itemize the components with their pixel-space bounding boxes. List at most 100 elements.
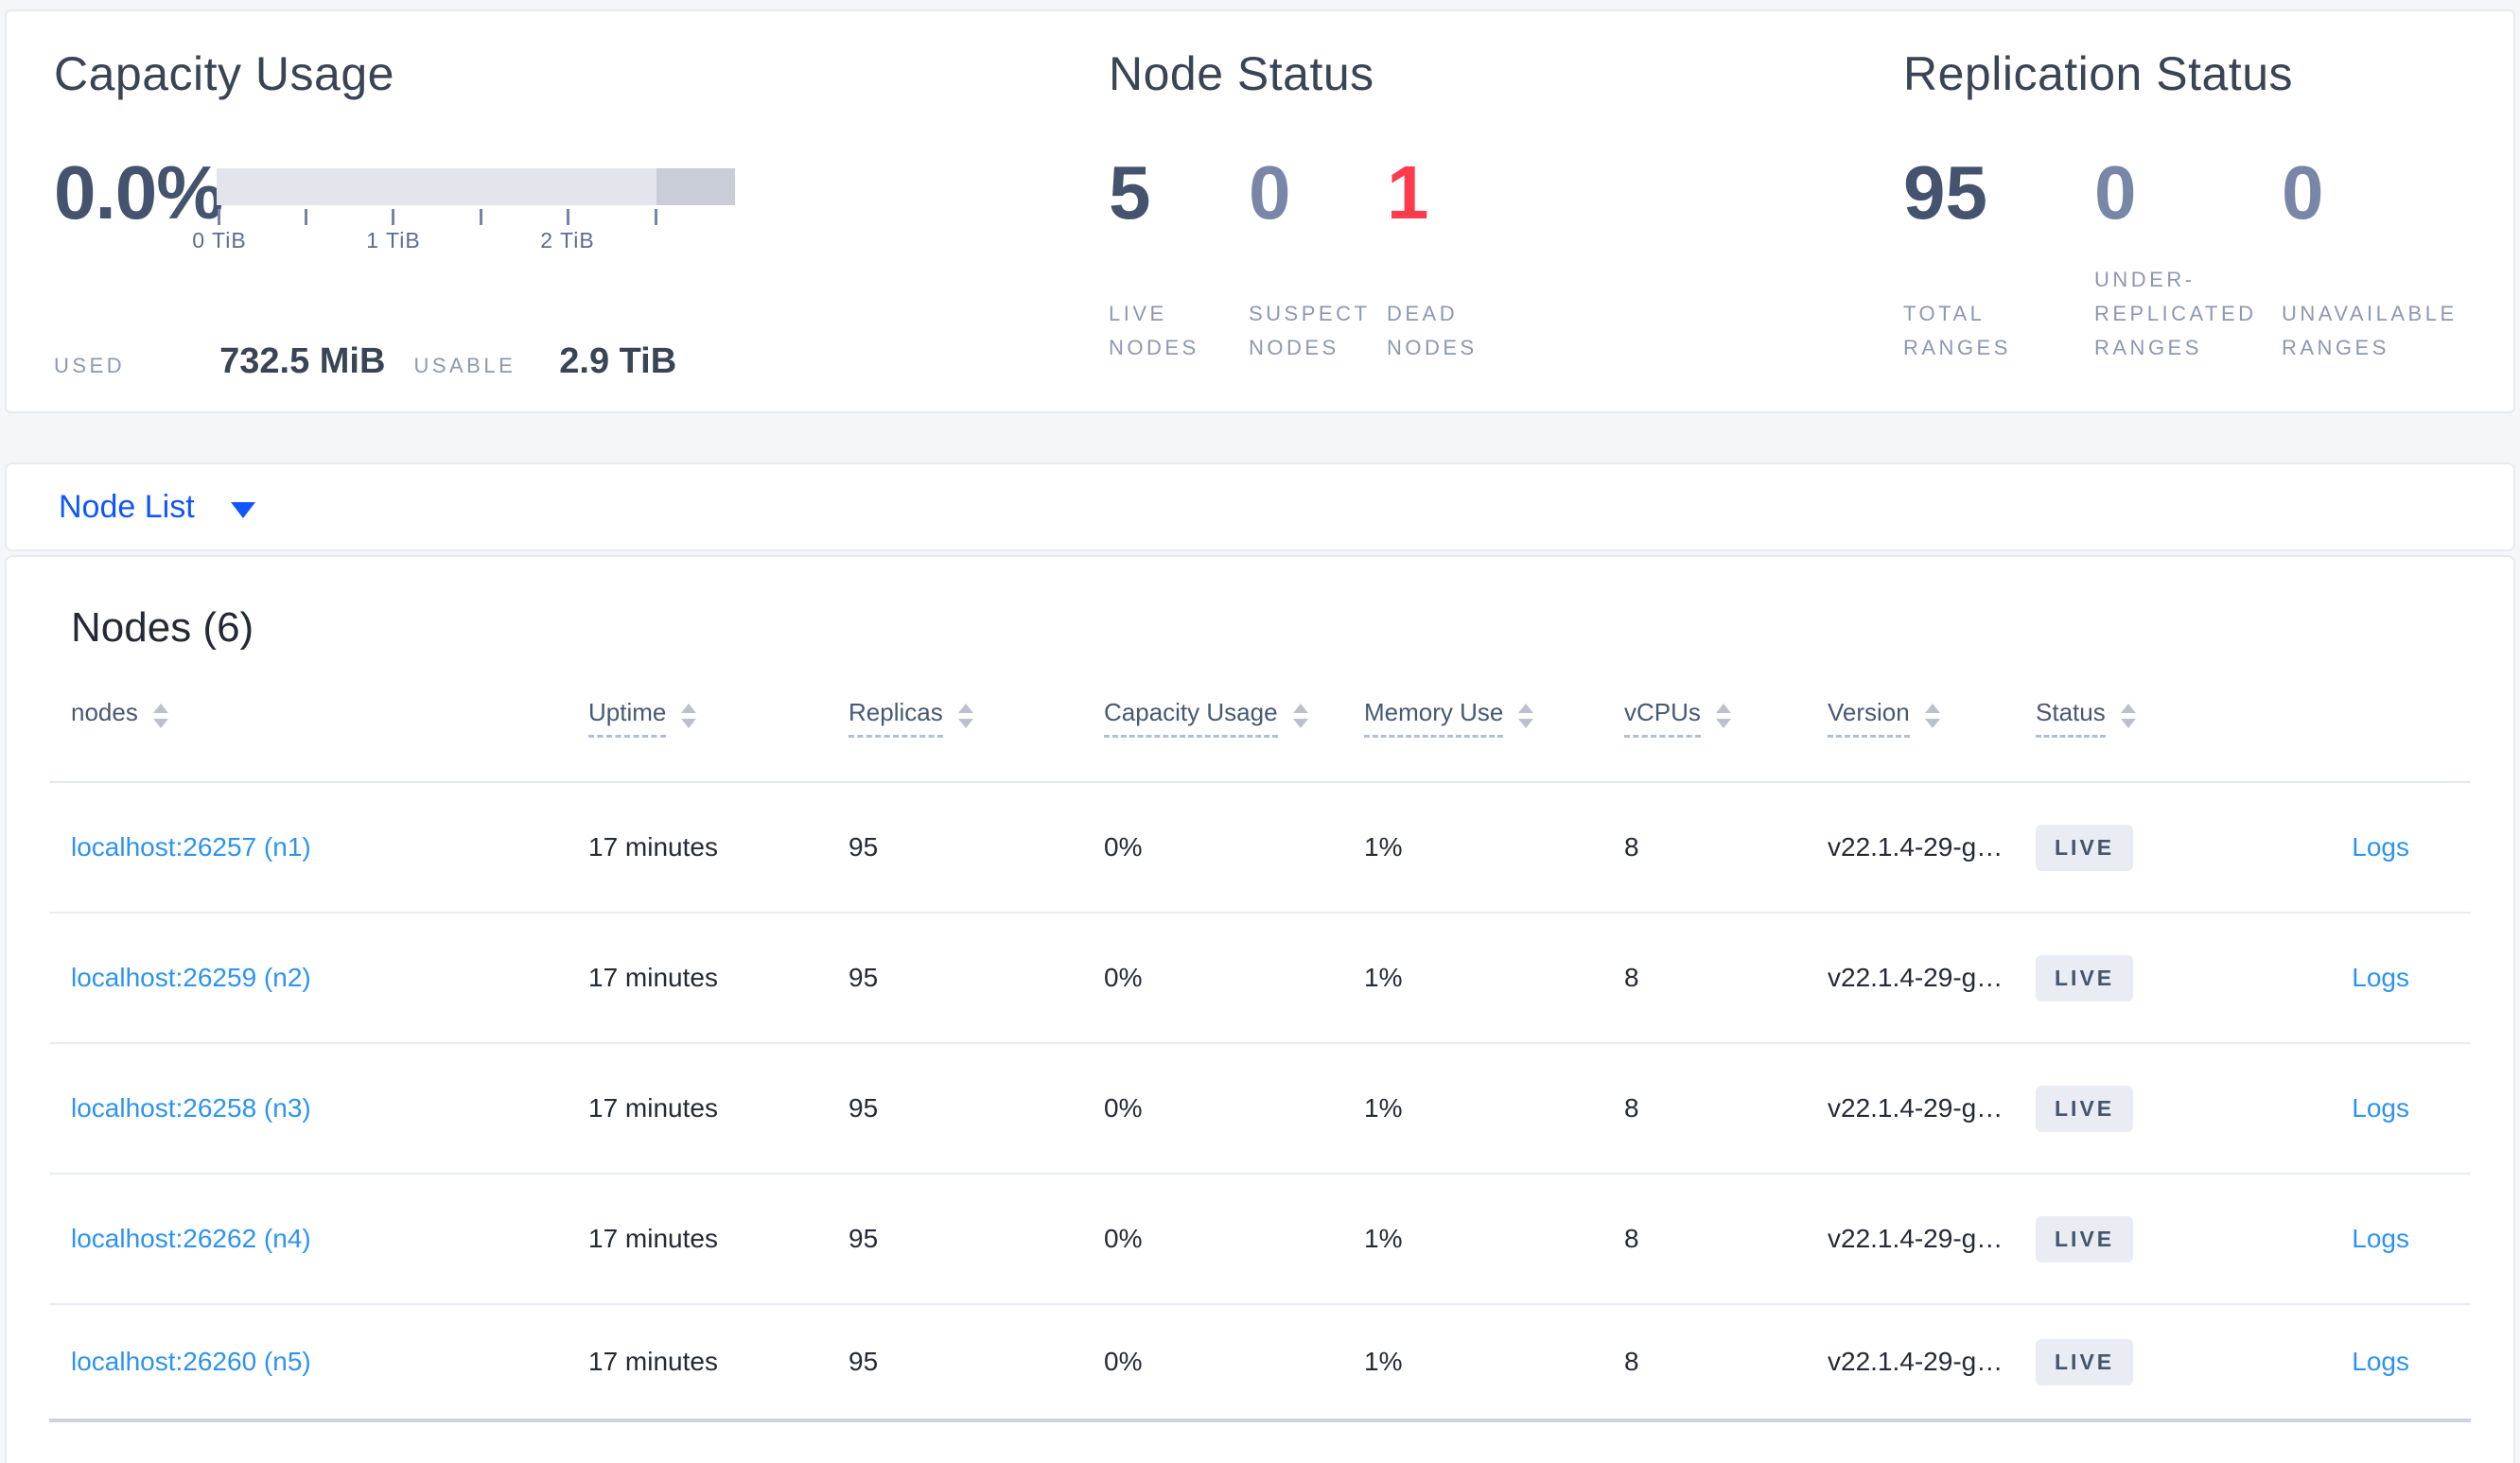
chevron-down-icon [230, 501, 255, 518]
dead-nodes-label: DEAD NODES [1387, 302, 1478, 359]
memory-use-cell: 1% [1364, 963, 1403, 992]
sort-icon[interactable] [1715, 704, 1731, 738]
replicas-cell: 95 [849, 1093, 879, 1123]
vcpus-cell: 8 [1624, 832, 1639, 862]
replication-status-stats: 95 TOTAL RANGES 0 UNDER- REPLICATED RANG… [1903, 155, 2513, 365]
cluster-summary-card: Capacity Usage 0.0% 0 TiB 1 TiB 2 TiB [5, 9, 2515, 413]
version-cell: v22.1.4-29-g… [1828, 1224, 2004, 1253]
replicas-cell: 95 [849, 832, 879, 862]
status-badge: LIVE [2036, 1085, 2134, 1132]
node-link[interactable]: localhost:26257 (n1) [71, 832, 311, 862]
view-selector-bar: Node List [5, 462, 2515, 551]
replicas-cell: 95 [849, 963, 879, 992]
nodes-table-header: nodes Uptime Replicas Capacity Usage Mem… [49, 683, 2471, 783]
dead-nodes-value: 1 [1387, 150, 1429, 235]
node-status-title: Node Status [1109, 47, 1374, 100]
total-ranges-label: TOTAL RANGES [1903, 302, 2011, 359]
capacity-usage-cell: 0% [1104, 1093, 1143, 1123]
uptime-cell: 17 minutes [588, 1347, 718, 1376]
logs-link[interactable]: Logs [2352, 1093, 2409, 1123]
node-status-stats: 5 LIVE NODES 0 SUSPECT NODES 1 DEAD NODE… [1109, 155, 1903, 365]
tick-label: 1 TiB [366, 228, 421, 253]
sort-icon[interactable] [2120, 704, 2136, 738]
version-cell: v22.1.4-29-g… [1828, 832, 2004, 862]
capacity-usage-legend: USED 732.5 MiB USABLE 2.9 TiB [54, 341, 1109, 382]
capacity-bar-chart: 0 TiB 1 TiB 2 TiB [192, 155, 735, 258]
capacity-usage-cell: 0% [1104, 832, 1143, 862]
capacity-percent-value: 0.0% [54, 150, 223, 235]
memory-use-cell: 1% [1364, 1093, 1403, 1123]
table-row: localhost:26258 (n3) 17 minutes 95 0% 1%… [49, 1044, 2471, 1175]
under-replicated-ranges-stat: 0 UNDER- REPLICATED RANGES [2094, 155, 2282, 365]
total-ranges-value: 95 [1903, 150, 1987, 235]
vcpus-cell: 8 [1624, 963, 1639, 992]
capacity-bar-used-segment [656, 168, 735, 205]
unavailable-ranges-label: UNAVAILABLE RANGES [2282, 302, 2458, 359]
status-badge: LIVE [2036, 1338, 2134, 1385]
column-header-nodes[interactable]: nodes [49, 698, 588, 738]
status-badge: LIVE [2036, 824, 2134, 871]
column-header-version[interactable]: Version [1828, 698, 2036, 738]
capacity-axis-labels: 0 TiB 1 TiB 2 TiB [192, 228, 735, 258]
usable-label: USABLE [413, 354, 516, 377]
logs-link[interactable]: Logs [2352, 1347, 2409, 1376]
live-nodes-label: LIVE NODES [1109, 302, 1199, 359]
table-row: localhost:26259 (n2) 17 minutes 95 0% 1%… [49, 914, 2471, 1044]
capacity-usage-cell: 0% [1104, 1347, 1143, 1376]
vcpus-cell: 8 [1624, 1347, 1639, 1376]
under-replicated-ranges-label: UNDER- REPLICATED RANGES [2094, 268, 2257, 359]
column-header-status[interactable]: Status [2036, 698, 2267, 738]
capacity-usage-title: Capacity Usage [54, 47, 394, 100]
capacity-usage-cell: 0% [1104, 1224, 1143, 1253]
table-row: localhost:26260 (n5) 17 minutes 95 0% 1%… [49, 1305, 2471, 1422]
live-nodes-value: 5 [1109, 150, 1151, 235]
column-header-memory-use[interactable]: Memory Use [1364, 698, 1624, 738]
version-cell: v22.1.4-29-g… [1828, 963, 2004, 992]
node-list-dropdown[interactable]: Node List [59, 489, 255, 526]
logs-link[interactable]: Logs [2352, 1224, 2409, 1253]
sort-icon[interactable] [1518, 704, 1534, 738]
sort-icon[interactable] [1292, 704, 1308, 738]
tick-label: 0 TiB [192, 228, 247, 253]
replication-status-panel: Replication Status 95 TOTAL RANGES 0 UND… [1903, 45, 2513, 411]
replication-status-title: Replication Status [1903, 47, 2294, 100]
uptime-cell: 17 minutes [588, 963, 718, 992]
capacity-usage-cell: 0% [1104, 963, 1143, 992]
unavailable-ranges-stat: 0 UNAVAILABLE RANGES [2282, 155, 2458, 365]
sort-icon[interactable] [681, 704, 697, 738]
replicas-cell: 95 [849, 1224, 879, 1253]
node-link[interactable]: localhost:26258 (n3) [71, 1093, 311, 1123]
logs-link[interactable]: Logs [2352, 832, 2409, 862]
uptime-cell: 17 minutes [588, 1224, 718, 1253]
node-link[interactable]: localhost:26260 (n5) [71, 1347, 311, 1376]
live-nodes-stat: 5 LIVE NODES [1109, 155, 1249, 365]
tick-label: 2 TiB [540, 228, 595, 253]
version-cell: v22.1.4-29-g… [1828, 1093, 2004, 1123]
capacity-chart-row: 0.0% 0 TiB 1 TiB 2 TiB [54, 155, 1109, 258]
suspect-nodes-label: SUSPECT NODES [1249, 302, 1371, 359]
total-ranges-stat: 95 TOTAL RANGES [1903, 155, 2094, 365]
status-badge: LIVE [2036, 954, 2134, 1001]
status-badge: LIVE [2036, 1215, 2134, 1263]
memory-use-cell: 1% [1364, 1224, 1403, 1253]
sort-icon[interactable] [957, 704, 973, 738]
column-header-vcpus[interactable]: vCPUs [1624, 698, 1828, 738]
node-link[interactable]: localhost:26262 (n4) [71, 1224, 311, 1253]
memory-use-cell: 1% [1364, 1347, 1403, 1376]
version-cell: v22.1.4-29-g… [1828, 1347, 2004, 1376]
column-header-replicas[interactable]: Replicas [849, 698, 1104, 738]
column-header-uptime[interactable]: Uptime [588, 698, 849, 738]
dead-nodes-stat: 1 DEAD NODES [1387, 155, 1478, 365]
sort-icon[interactable] [152, 704, 168, 738]
logs-link[interactable]: Logs [2352, 963, 2409, 992]
nodes-table-title: Nodes (6) [71, 604, 254, 651]
nodes-table-card: Nodes (6) nodes Uptime Replicas Capacity… [5, 555, 2515, 1463]
column-header-capacity-usage[interactable]: Capacity Usage [1104, 698, 1364, 738]
suspect-nodes-stat: 0 SUSPECT NODES [1249, 155, 1387, 365]
under-replicated-ranges-value: 0 [2094, 150, 2137, 235]
node-link[interactable]: localhost:26259 (n2) [71, 963, 311, 992]
sort-icon[interactable] [1924, 704, 1940, 738]
vcpus-cell: 8 [1624, 1224, 1639, 1253]
uptime-cell: 17 minutes [588, 832, 718, 862]
